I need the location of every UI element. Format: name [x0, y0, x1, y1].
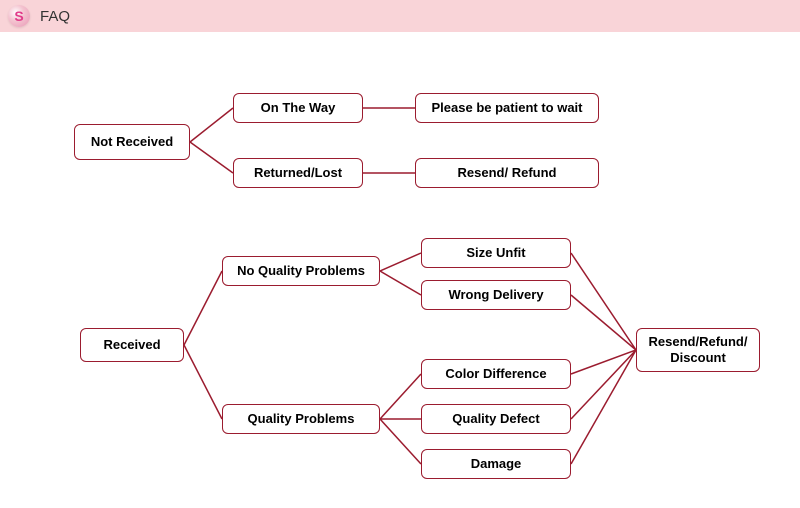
faq-flowchart: Not Received On The Way Returned/Lost Pleas… [0, 32, 800, 508]
s-logo-icon: S [8, 5, 30, 27]
flowchart-node-returned-lost: Returned/Lost [233, 158, 363, 188]
flowchart-node-no-quality: No Quality Problems [222, 256, 380, 286]
flowchart-node-size-unfit: Size Unfit [421, 238, 571, 268]
flowchart-node-not-received: Not Received [74, 124, 190, 160]
flowchart-node-resend-refund-discount: Resend/Refund/Discount [636, 328, 760, 372]
faq-header: S FAQ [0, 0, 800, 32]
logo-letter: S [14, 8, 23, 24]
flowchart-node-color-diff: Color Difference [421, 359, 571, 389]
flowchart-node-wrong-delivery: Wrong Delivery [421, 280, 571, 310]
flowchart-edges [0, 32, 800, 508]
flowchart-node-resend-refund: Resend/ Refund [415, 158, 599, 188]
flowchart-node-quality: Quality Problems [222, 404, 380, 434]
flowchart-node-quality-defect: Quality Defect [421, 404, 571, 434]
flowchart-node-please-wait: Please be patient to wait [415, 93, 599, 123]
flowchart-node-received: Received [80, 328, 184, 362]
header-title: FAQ [40, 8, 70, 25]
flowchart-node-damage: Damage [421, 449, 571, 479]
flowchart-node-on-the-way: On The Way [233, 93, 363, 123]
